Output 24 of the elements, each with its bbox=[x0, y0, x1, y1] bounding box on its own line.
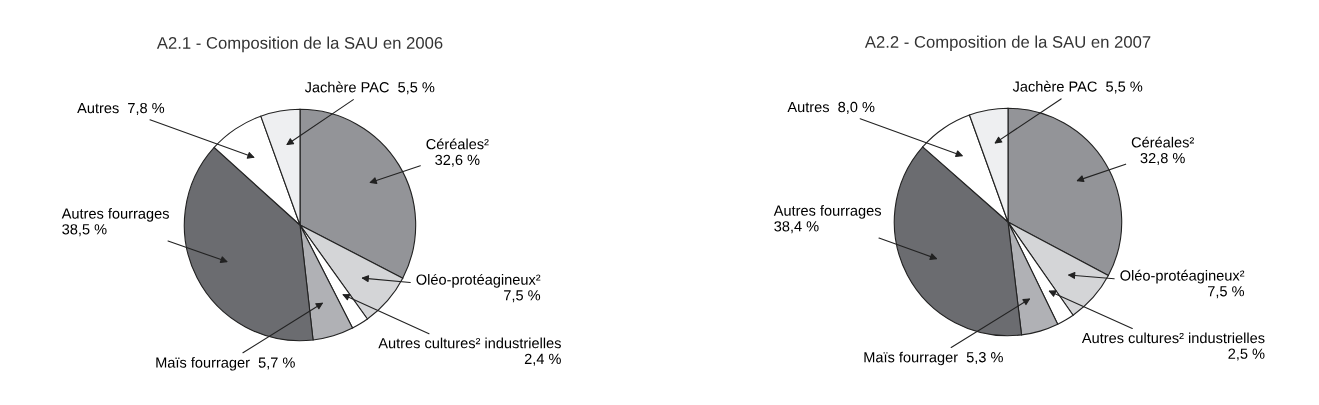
chart-title: A2.2 - Composition de la SAU en 2007 bbox=[864, 35, 1151, 52]
slice-label: Autres cultures² industrielles bbox=[378, 337, 561, 349]
slice-label: Jachère PAC 5,5 % bbox=[1012, 80, 1143, 94]
slice-label: Autres 7,8 % bbox=[77, 102, 165, 115]
data-label: 7,5 % bbox=[1208, 286, 1245, 299]
data-label: 38,5 % bbox=[62, 224, 107, 237]
slice-label: Autres 8,0 % bbox=[787, 101, 875, 114]
slice-label: Autres fourrages bbox=[61, 208, 169, 222]
slice-label: Maïs fourrager 5,3 % bbox=[864, 351, 1003, 366]
chart-title: A2.1 - Composition de la SAU en 2006 bbox=[156, 36, 443, 53]
data-label: 2,5 % bbox=[1228, 348, 1265, 361]
data-label: 32,6 % bbox=[435, 154, 480, 167]
slice-label: Autres fourrages bbox=[773, 205, 882, 219]
slice-label: Autres cultures² industrielles bbox=[1081, 332, 1265, 344]
data-label: 2,4 % bbox=[524, 353, 561, 366]
data-label: 7,5 % bbox=[504, 290, 541, 303]
slice-label: Céréales² bbox=[1131, 136, 1194, 148]
slice-label: Céréales² bbox=[426, 138, 489, 150]
slice-label: Maïs fourrager 5,7 % bbox=[156, 357, 295, 371]
slice-label: Jachère PAC 5,5 % bbox=[304, 81, 435, 95]
data-label: 38,4 % bbox=[774, 221, 819, 234]
slice-label: Oléo-protéagineux² bbox=[1120, 269, 1245, 284]
data-label: 32,8 % bbox=[1140, 152, 1185, 165]
slice-label: Oléo-protéagineux² bbox=[416, 273, 541, 288]
